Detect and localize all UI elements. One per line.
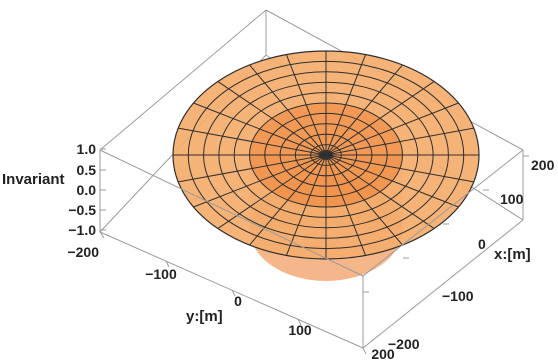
z-tick-label: −0.5 — [68, 202, 96, 218]
y-tick-label: 0 — [234, 293, 242, 309]
surface-spoke — [325, 54, 367, 156]
x-axis-ticks: 200 100 0 −100 −200 — [363, 155, 555, 352]
surface-spoke — [217, 81, 327, 156]
y-axis-label: y:[m] — [186, 308, 223, 325]
surface-spoke — [217, 154, 327, 229]
y-tick-label: 100 — [288, 322, 312, 338]
surface-spoke — [325, 127, 474, 156]
surface-spoke — [325, 154, 367, 256]
surface-spoke — [193, 154, 327, 208]
y-tick-mark — [99, 231, 105, 239]
box-front-edges — [99, 149, 524, 349]
surface-spoke — [325, 81, 435, 156]
z-axis-label: Invariant — [2, 171, 65, 188]
y-tick-mark — [362, 347, 367, 355]
surface-spoke — [249, 154, 327, 246]
y-axis-ticks: −200 −100 0 100 200 — [67, 231, 395, 362]
surface-spoke — [325, 154, 435, 229]
y-tick-label: 200 — [371, 346, 395, 362]
x-tick-label: −100 — [442, 288, 474, 304]
x-axis-label: x:[m] — [494, 246, 531, 263]
x-tick-label: 100 — [500, 191, 524, 207]
surface-spoke — [325, 154, 459, 208]
box-edge — [99, 9, 267, 151]
box-edge — [99, 149, 364, 277]
box-edge — [99, 231, 364, 349]
surface-spoke — [325, 154, 474, 183]
surface-spoke — [325, 64, 403, 156]
surface-spoke — [325, 102, 459, 156]
box-edge — [362, 219, 524, 349]
x-tick-label: −200 — [388, 336, 420, 352]
z-tick-label: 0.5 — [77, 162, 97, 178]
y-tick-mark — [231, 289, 236, 297]
x-tick-label: 0 — [478, 236, 486, 252]
surface-center — [319, 150, 333, 160]
y-tick-label: −100 — [145, 266, 177, 282]
y-tick-label: −200 — [67, 244, 99, 260]
x-tick-label: 200 — [531, 157, 555, 173]
surface-spoke — [178, 154, 327, 183]
surface-spoke — [285, 54, 327, 156]
y-tick-mark — [297, 318, 302, 326]
surface-spoke — [285, 154, 327, 256]
box-edge — [362, 149, 524, 277]
surface-spoke — [178, 127, 327, 156]
z-tick-label: −1.0 — [68, 222, 96, 238]
surface-spoke — [249, 64, 327, 156]
z-axis-ticks: 1.0 0.5 0.0 −0.5 −1.0 — [68, 141, 106, 238]
y-tick-mark — [165, 260, 170, 268]
z-tick-label: 0.0 — [77, 182, 97, 198]
surface-group — [172, 50, 480, 281]
z-tick-label: 1.0 — [77, 141, 97, 157]
surface-spoke — [193, 102, 327, 156]
surface-spoke — [325, 154, 403, 246]
